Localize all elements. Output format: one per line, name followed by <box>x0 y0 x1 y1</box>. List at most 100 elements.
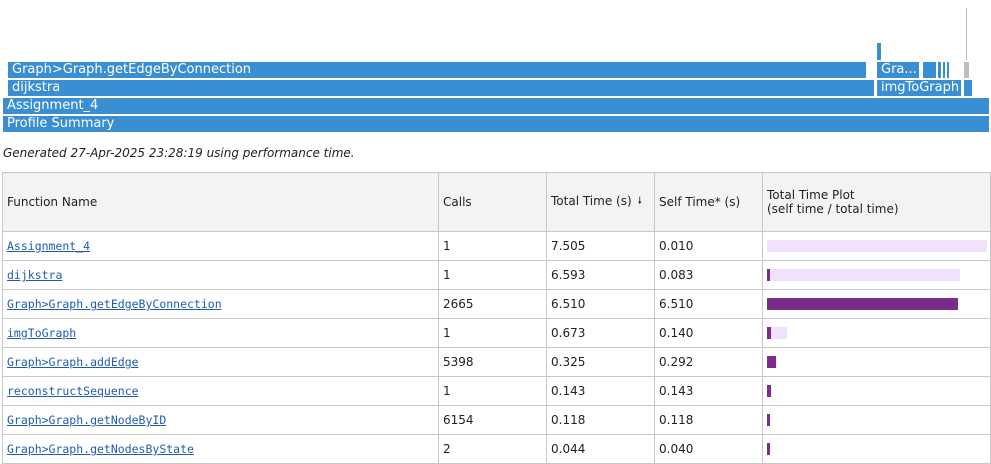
function-link[interactable]: reconstructSequence <box>7 384 139 398</box>
cell-calls: 2665 <box>438 289 547 319</box>
function-link[interactable]: Graph>Graph.getEdgeByConnection <box>7 297 222 311</box>
function-link[interactable]: imgToGraph <box>7 326 77 340</box>
time-plot <box>767 240 987 252</box>
cell-calls: 5398 <box>438 347 547 377</box>
flame-bar-gra[interactable]: Gra... <box>877 62 919 78</box>
header-total-time[interactable]: Total Time (s) 🠗 <box>546 172 655 232</box>
function-link[interactable]: dijkstra <box>7 268 63 282</box>
cell-total-time: 0.044 <box>546 434 655 464</box>
flame-tick[interactable] <box>923 62 936 78</box>
cell-function-name: Graph>Graph.addEdge <box>2 347 439 377</box>
cell-time-plot <box>762 347 991 377</box>
time-plot <box>767 356 987 368</box>
flame-tick[interactable] <box>966 8 967 60</box>
cell-self-time: 0.140 <box>654 318 763 348</box>
header-calls-label: Calls <box>443 195 472 209</box>
cell-self-time: 0.010 <box>654 231 763 261</box>
cell-function-name: Graph>Graph.getNodesByState <box>2 434 439 464</box>
cell-calls: 1 <box>438 260 547 290</box>
time-plot <box>767 269 987 281</box>
flame-bar-dijkstra[interactable]: dijkstra <box>8 80 874 96</box>
flame-bar-profile-summary[interactable]: Profile Summary <box>3 116 989 132</box>
header-total-time-label: Total Time (s) <box>551 193 632 208</box>
cell-function-name: Graph>Graph.getEdgeByConnection <box>2 289 439 319</box>
table-header-row: Function Name Calls Total Time (s) 🠗 Self… <box>2 172 991 232</box>
cell-function-name: imgToGraph <box>2 318 439 348</box>
function-link[interactable]: Graph>Graph.getNodesByState <box>7 442 194 456</box>
cell-function-name: dijkstra <box>2 260 439 290</box>
header-plot-label: Total Time Plot <box>767 188 855 202</box>
table-row: Graph>Graph.addEdge 5398 0.325 0.292 <box>2 347 991 377</box>
function-link[interactable]: Assignment_4 <box>7 239 91 253</box>
time-plot <box>767 327 987 339</box>
generated-text: Generated 27-Apr-2025 23:28:19 using per… <box>3 146 355 160</box>
self-time-bar <box>767 269 770 281</box>
total-time-bar <box>767 327 787 339</box>
profile-table: Function Name Calls Total Time (s) 🠗 Self… <box>2 172 991 464</box>
flame-bar-imgtograph[interactable]: imgToGraph <box>877 80 961 96</box>
cell-calls: 1 <box>438 318 547 348</box>
flame-tick[interactable] <box>938 62 941 78</box>
flame-tick[interactable] <box>964 80 972 96</box>
flame-tick[interactable] <box>947 62 949 78</box>
self-time-bar <box>767 327 771 339</box>
cell-total-time: 6.593 <box>546 260 655 290</box>
header-self-time-label: Self Time* (s) <box>659 195 741 209</box>
cell-calls: 1 <box>438 231 547 261</box>
header-plot-sublabel: (self time / total time) <box>767 202 899 216</box>
flame-bar-getedgebyconnection[interactable]: Graph>Graph.getEdgeByConnection <box>8 62 866 78</box>
cell-function-name: Graph>Graph.getNodeByID <box>2 405 439 435</box>
time-plot <box>767 298 987 310</box>
cell-time-plot <box>762 289 991 319</box>
self-time-bar <box>767 443 770 455</box>
self-time-bar <box>767 298 958 310</box>
flame-tick[interactable] <box>943 62 945 78</box>
cell-self-time: 0.040 <box>654 434 763 464</box>
cell-total-time: 0.143 <box>546 376 655 406</box>
flame-tick[interactable] <box>877 43 881 60</box>
table-row: reconstructSequence 1 0.143 0.143 <box>2 376 991 406</box>
table-row: Graph>Graph.getEdgeByConnection 2665 6.510… <box>2 289 991 319</box>
cell-calls: 6154 <box>438 405 547 435</box>
total-time-bar <box>767 240 987 252</box>
cell-total-time: 7.505 <box>546 231 655 261</box>
flame-graph: Graph>Graph.getEdgeByConnection Gra... d… <box>0 0 991 134</box>
cell-self-time: 0.292 <box>654 347 763 377</box>
cell-self-time: 0.083 <box>654 260 763 290</box>
cell-calls: 1 <box>438 376 547 406</box>
header-function-name[interactable]: Function Name <box>2 172 439 232</box>
cell-time-plot <box>762 376 991 406</box>
self-time-bar <box>767 385 771 397</box>
table-row: dijkstra 1 6.593 0.083 <box>2 260 991 290</box>
table-row: Graph>Graph.getNodesByState 2 0.044 0.040 <box>2 434 991 464</box>
cell-total-time: 0.325 <box>546 347 655 377</box>
cell-calls: 2 <box>438 434 547 464</box>
header-self-time[interactable]: Self Time* (s) <box>654 172 763 232</box>
cell-self-time: 0.118 <box>654 405 763 435</box>
sort-descending-icon[interactable]: 🠗 <box>637 195 642 207</box>
function-link[interactable]: Graph>Graph.addEdge <box>7 355 139 369</box>
header-function-label: Function Name <box>7 195 98 209</box>
flame-tick[interactable] <box>964 62 969 78</box>
cell-self-time: 6.510 <box>654 289 763 319</box>
cell-time-plot <box>762 260 991 290</box>
table-row: Assignment_4 1 7.505 0.010 <box>2 231 991 261</box>
cell-time-plot <box>762 405 991 435</box>
total-time-bar <box>767 269 960 281</box>
cell-time-plot <box>762 434 991 464</box>
table-row: imgToGraph 1 0.673 0.140 <box>2 318 991 348</box>
table-row: Graph>Graph.getNodeByID 6154 0.118 0.118 <box>2 405 991 435</box>
cell-time-plot <box>762 318 991 348</box>
header-calls[interactable]: Calls <box>438 172 547 232</box>
function-link[interactable]: Graph>Graph.getNodeByID <box>7 413 167 427</box>
self-time-bar <box>767 414 770 426</box>
flame-bar-assignment[interactable]: Assignment_4 <box>3 98 989 114</box>
cell-time-plot <box>762 231 991 261</box>
cell-total-time: 6.510 <box>546 289 655 319</box>
time-plot <box>767 385 987 397</box>
cell-function-name: Assignment_4 <box>2 231 439 261</box>
self-time-bar <box>767 356 776 368</box>
cell-total-time: 0.673 <box>546 318 655 348</box>
time-plot <box>767 443 987 455</box>
cell-total-time: 0.118 <box>546 405 655 435</box>
